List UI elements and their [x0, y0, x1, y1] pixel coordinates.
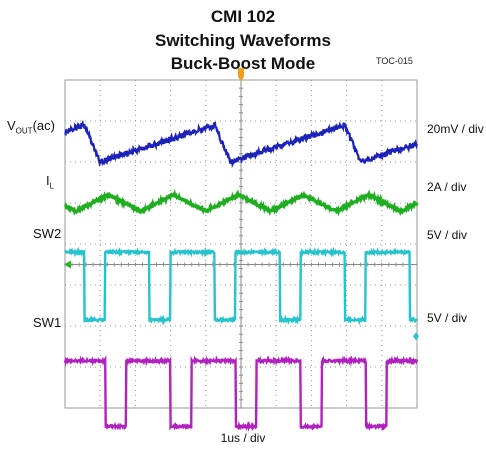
sw1-scale: 5V / div — [427, 311, 467, 325]
vout-label-tail: (ac) — [33, 118, 55, 133]
timebase-label: 1us / div — [0, 431, 486, 445]
il-label-sub: L — [50, 182, 54, 191]
vout-label-sub: OUT — [16, 127, 33, 136]
sw2-label: SW2 — [33, 226, 61, 241]
vout-label: VOUT(ac) — [7, 118, 55, 136]
trigger-marker-icon — [238, 68, 244, 81]
vout-scale: 20mV / div — [427, 122, 484, 136]
vout-label-main: V — [7, 118, 16, 133]
sw1-label: SW1 — [33, 315, 61, 330]
sw2-scale: 5V / div — [427, 228, 467, 242]
level-marker-icon — [413, 332, 419, 340]
il-scale: 2A / div — [427, 180, 466, 194]
il-label: IL — [46, 173, 54, 191]
